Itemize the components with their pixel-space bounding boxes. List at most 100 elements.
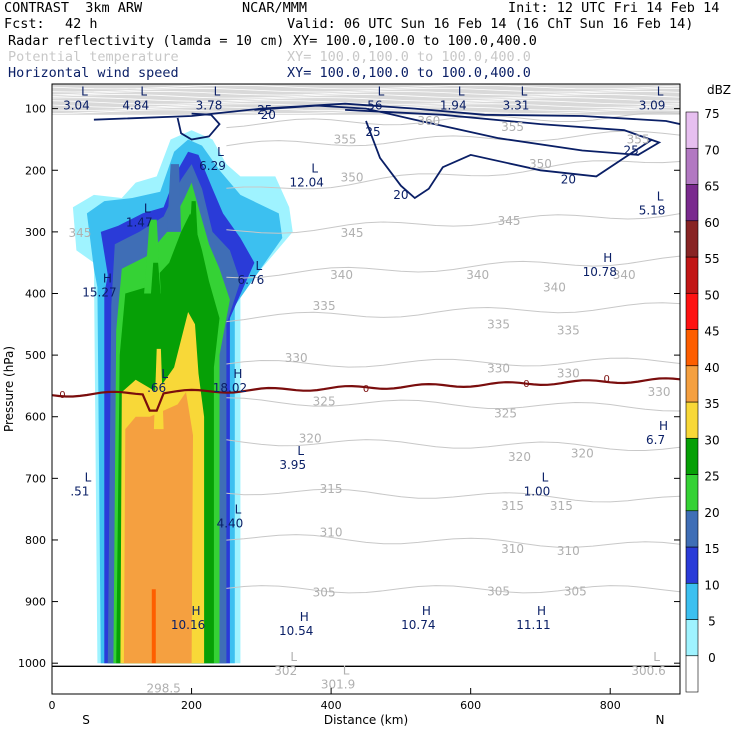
theta-contour-350 [226,160,680,190]
wind-speed-contour [176,112,221,141]
reflectivity-contour-20dbz [167,164,182,232]
theta-label: 350 [529,157,552,171]
upper-theta-line [52,106,680,111]
x-tick-label: 0 [49,699,56,712]
extremum-value: 5.18 [639,203,666,217]
extremum-value: 3.31 [503,99,530,113]
upper-theta-line [52,94,680,99]
theta-label: 305 [313,585,336,599]
theta-contour-355 [226,130,680,147]
extremum-value: 10.78 [583,265,617,279]
extremum-marker-low: L [235,502,242,516]
colorbar-level-label: 45 [704,325,719,339]
extremum-marker-low: L [653,650,660,664]
extremum-value: 300.6 [631,664,665,678]
colorbar-swatch-60 [685,220,699,258]
colorbar-swatch-20 [685,510,699,548]
extremum-marker-low: L [161,367,168,381]
extremum-value: 1.47 [126,216,153,230]
colorbar-swatch-10 [685,582,699,620]
x-tick-label: 800 [600,699,621,712]
theta-label: 305 [487,585,510,599]
colorbar-level-label: 75 [704,107,719,121]
colorbar-swatch-35 [685,401,699,439]
theta-contour-345 [226,213,680,234]
theta-label: 315 [550,499,573,513]
upper-theta-line [52,87,680,93]
theta-label: 310 [320,526,343,540]
freezing-level-label: 0 [604,374,610,385]
extremum-marker-low: L [217,145,224,159]
fcst-label: Fcst: [4,16,45,32]
extremum-marker-low: L [378,85,385,99]
theta-label: 340 [466,268,489,282]
extremum-value: 3.09 [639,99,666,113]
theta-contour-315 [226,488,680,503]
theta-label: 325 [313,394,336,408]
colorbar-swatch-30 [685,437,699,475]
field-reflectivity-xy: XY= 100.0,100.0 to 100.0,400.0 [293,33,537,49]
reflectivity-contour-30dbz [186,201,202,306]
plot-frame [51,83,681,695]
extremum-value: 1.94 [440,99,467,113]
theta-label: 345 [341,226,364,240]
plot-area: 0 0 0 0 345 350 350 345 345 340 340 340 340 335 335 335… [52,84,680,694]
extremum-value: 15.27 [82,285,116,299]
theta-label: 325 [494,407,517,421]
wind-speed-label: 20 [261,108,276,122]
wind-speed-contour [93,102,680,125]
theta-label: 335 [487,317,510,331]
wind-speed-label: 20 [393,188,408,202]
y-tick-label: 300 [25,226,46,239]
freezing-level-label: 0 [523,379,529,390]
y-tick-label: 100 [25,103,46,116]
y-tick-label: 500 [25,349,46,362]
upper-theta-line [52,100,680,105]
colorbar-unit: dBZ [707,83,731,97]
wind-speed-contour [365,120,653,200]
wind-speed-label: 20 [561,173,576,187]
colorbar-swatch-75 [685,111,699,149]
theta-contour-330 [226,357,680,368]
upper-theta-line [52,90,680,96]
colorbar-swatch-45 [685,329,699,367]
x-tick-label: 200 [181,699,202,712]
theta-label: 330 [487,362,510,376]
extremum-value: 12.04 [290,176,324,190]
field-wind-speed: Horizontal wind speed [8,65,179,81]
theta-label: 355 [627,132,650,146]
y-tick-label: 700 [25,472,46,485]
theta-label: 345 [68,226,91,240]
y-tick-label: 200 [25,164,46,177]
theta-contour-320 [226,439,680,452]
extremum-value: 3.04 [63,99,90,113]
x-tick-label: 600 [460,699,481,712]
extremum-value: 6.7 [646,433,665,447]
x-axis-label: Distance (km) [324,713,408,727]
theta-label: 360 [417,114,440,128]
extremum-value: 301.9 [321,678,355,692]
extremum-marker-high: H [422,604,431,618]
north-label: N [656,713,665,727]
extremum-marker-low: L [81,85,88,99]
extremum-marker-low: L [144,202,151,216]
theta-label: 330 [648,385,671,399]
colorbar-level-label: 55 [704,252,719,266]
institution-label: NCAR/MMM [242,0,308,16]
extremum-marker-low: L [458,85,465,99]
extremum-marker-low: L [85,470,92,484]
colorbar-level-label: 40 [704,361,719,375]
extremum-marker-low: L [542,470,549,484]
colorbar-swatch-40 [685,365,699,403]
field-reflectivity: Radar reflectivity (lamda = 10 cm) [8,33,285,49]
theta-label: 340 [543,280,566,294]
colorbar-level-label: 70 [704,143,719,157]
theta-label: 320 [299,431,322,445]
colorbar-level-label: 5 [708,615,716,629]
colorbar-level-label: 65 [704,180,719,194]
extremum-marker-high: H [659,419,668,433]
wind-speed-label: 25 [365,125,380,139]
extremum-marker-low: L [256,259,263,273]
